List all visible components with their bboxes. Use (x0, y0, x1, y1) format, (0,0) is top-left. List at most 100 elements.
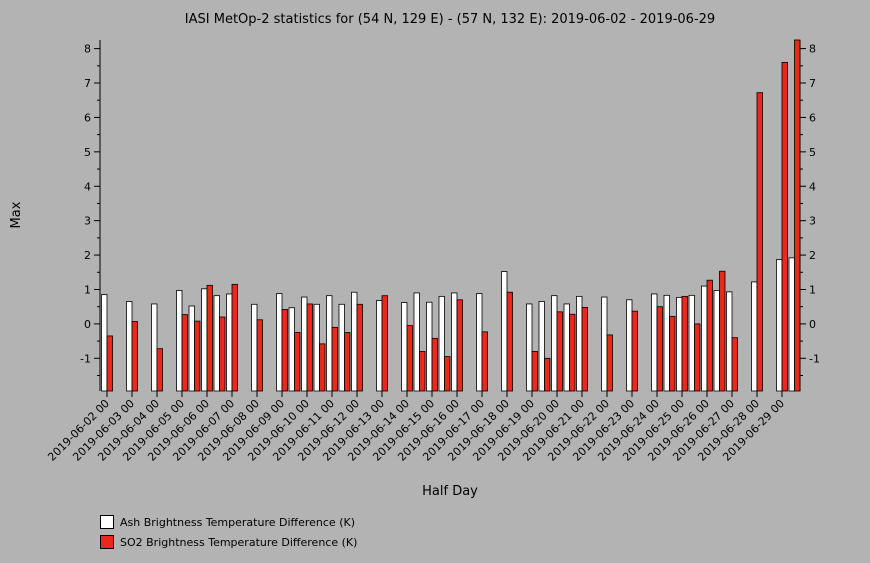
y-tick-label-left: 1 (84, 283, 91, 296)
legend-swatch-so2 (100, 535, 114, 549)
so2-bar (181, 314, 188, 392)
ash-bar (126, 301, 133, 392)
so2-bar (306, 303, 313, 392)
y-tick-label-left: 6 (84, 111, 91, 124)
y-tick-label-right: -1 (809, 352, 820, 365)
legend-item-so2: SO2 Brightness Temperature Difference (K… (100, 532, 357, 552)
so2-bar (156, 348, 163, 392)
so2-bar (719, 270, 726, 392)
so2-bar (281, 309, 288, 392)
ash-bar (276, 293, 283, 392)
so2-bar (331, 326, 338, 392)
so2-bar (794, 39, 801, 392)
ash-bar (226, 293, 233, 392)
legend: Ash Brightness Temperature Difference (K… (100, 512, 357, 552)
ash-bar (338, 303, 345, 392)
so2-bar (631, 310, 638, 392)
legend-label-ash: Ash Brightness Temperature Difference (K… (120, 515, 355, 529)
so2-bar (256, 319, 263, 392)
so2-bar (531, 351, 538, 392)
so2-bar (506, 291, 513, 392)
ash-bar (776, 259, 783, 392)
so2-bar (481, 331, 488, 392)
y-tick-label-right: 7 (809, 77, 816, 90)
ash-bar (476, 293, 483, 392)
so2-bar (231, 283, 238, 392)
ash-bar (526, 303, 533, 392)
y-tick-label-right: 8 (809, 43, 816, 56)
so2-bar (219, 316, 226, 392)
so2-bar (569, 313, 576, 392)
ash-bar (601, 296, 608, 392)
y-tick-label-left: 8 (84, 43, 91, 56)
so2-bar (456, 299, 463, 392)
ash-bar (426, 301, 433, 392)
so2-bar (344, 332, 351, 392)
ash-bar (726, 291, 733, 392)
so2-bar (581, 306, 588, 392)
y-axis-label: Max (9, 201, 24, 228)
ash-bar (288, 307, 295, 392)
legend-swatch-ash (100, 515, 114, 529)
y-tick-label-right: 6 (809, 111, 816, 124)
ash-bar (401, 302, 408, 392)
ash-bar (701, 285, 708, 392)
ash-bar (576, 295, 583, 392)
so2-bar (756, 92, 763, 392)
so2-bar (106, 335, 113, 392)
ash-bar (663, 294, 670, 392)
y-tick-label-right: 2 (809, 249, 816, 262)
ash-bar (188, 305, 195, 392)
so2-bar (294, 332, 301, 392)
so2-bar (656, 306, 663, 392)
so2-bar (206, 284, 213, 392)
ash-bar (651, 293, 658, 392)
so2-bar (131, 321, 138, 392)
y-tick-label-right: 0 (809, 318, 816, 331)
so2-bar (319, 343, 326, 392)
ash-bar (438, 295, 445, 392)
so2-bar (194, 320, 201, 392)
legend-item-ash: Ash Brightness Temperature Difference (K… (100, 512, 357, 532)
so2-bar (356, 303, 363, 392)
ash-bar (313, 303, 320, 392)
chart-title: IASI MetOp-2 statistics for (54 N, 129 E… (185, 12, 715, 27)
so2-bar (406, 325, 413, 392)
ash-bar (101, 294, 108, 392)
ash-bar (626, 299, 633, 392)
ash-bar (251, 303, 258, 392)
y-tick-label-left: 0 (84, 318, 91, 331)
y-tick-label-left: 2 (84, 249, 91, 262)
y-tick-label-left: -1 (80, 352, 91, 365)
so2-bar (781, 61, 788, 392)
ash-bar (676, 296, 683, 392)
so2-bar (706, 279, 713, 392)
so2-bar (381, 295, 388, 392)
ash-bar (501, 271, 508, 392)
ash-bar (563, 303, 570, 392)
ash-bar (413, 292, 420, 392)
y-tick-label-left: 5 (84, 146, 91, 159)
so2-bar (544, 357, 551, 392)
so2-bar (444, 356, 451, 392)
so2-bar (731, 337, 738, 392)
ash-bar (213, 295, 220, 392)
ash-bar (551, 295, 558, 392)
so2-bar (606, 334, 613, 392)
ash-bar (326, 295, 333, 392)
so2-bar (694, 323, 701, 392)
ash-bar (713, 290, 720, 392)
y-tick-label-right: 4 (809, 180, 816, 193)
so2-bar (431, 337, 438, 392)
y-tick-label-right: 1 (809, 283, 816, 296)
so2-bar (556, 311, 563, 392)
ash-bar (201, 288, 208, 392)
ash-bar (451, 292, 458, 392)
x-axis-label: Half Day (422, 484, 478, 499)
ash-bar (351, 291, 358, 392)
ash-bar (538, 301, 545, 392)
ash-bar (176, 290, 183, 392)
legend-label-so2: SO2 Brightness Temperature Difference (K… (120, 535, 358, 549)
